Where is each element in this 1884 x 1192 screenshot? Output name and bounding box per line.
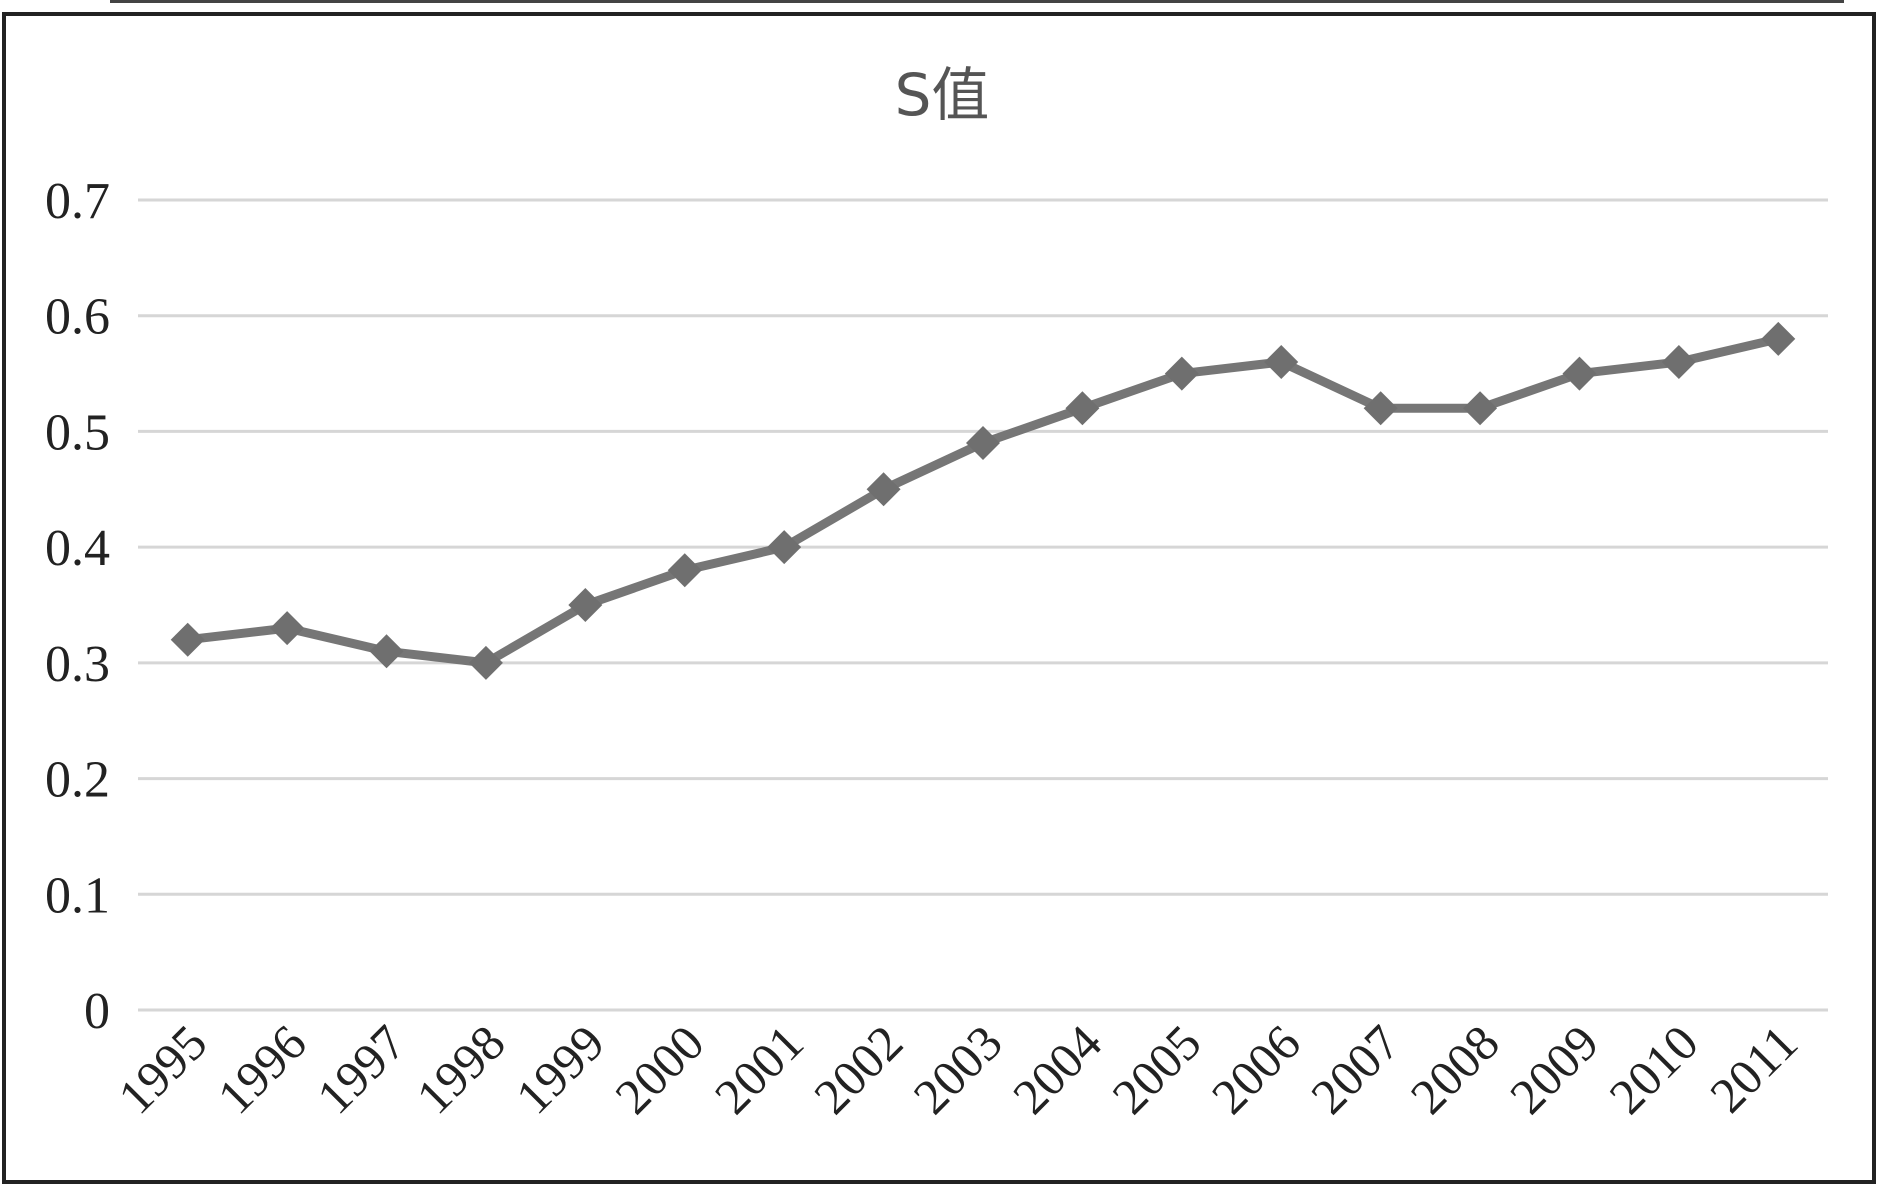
x-tick-label: 1998 [405,1014,515,1124]
data-point-2006 [1264,345,1299,379]
x-tick-label: 1996 [207,1014,317,1124]
series [170,321,1796,680]
data-point-2005 [1164,356,1199,391]
data-point-1995 [170,622,205,657]
x-tick-label: 2011 [1699,1014,1808,1123]
y-tick-label: 0.3 [45,636,110,693]
data-point-2004 [1065,391,1100,426]
y-axis-ticks: 0 0.1 0.2 0.3 0.4 0.5 0.6 0.7 [45,173,110,1040]
chart-title: S值 [895,61,990,129]
gridlines [138,198,1828,1012]
x-axis-ticks: 1995199619971998199920002001200220032004… [107,1014,1808,1124]
x-tick-label: 2005 [1101,1014,1211,1124]
top-border-rule [110,0,1844,3]
data-point-2009 [1562,356,1597,391]
data-point-2007 [1363,391,1398,426]
x-tick-label: 1997 [306,1014,416,1124]
data-point-2010 [1661,345,1696,379]
data-point-2000 [667,553,702,588]
data-point-2002 [866,472,901,507]
y-tick-label: 0.7 [45,173,110,230]
data-point-2008 [1463,391,1498,426]
data-point-2003 [966,426,1000,460]
x-tick-label: 2003 [902,1014,1012,1124]
x-tick-label: 2002 [803,1014,913,1124]
x-tick-label: 2001 [704,1014,814,1124]
chart-frame [2,12,1876,1184]
x-tick-label: 2010 [1598,1014,1708,1124]
y-tick-label: 0.4 [45,520,110,577]
series-line [187,334,1780,668]
data-point-2001 [767,530,802,565]
y-tick-label: 0.1 [45,867,110,924]
y-tick-label: 0.2 [45,752,110,809]
y-tick-label: 0 [84,983,110,1040]
x-tick-label: 1999 [505,1014,615,1124]
data-point-1998 [468,645,503,680]
x-tick-label: 2008 [1400,1014,1510,1124]
y-tick-label: 0.6 [45,289,110,346]
x-tick-label: 2004 [1002,1014,1112,1124]
x-tick-label: 1995 [107,1014,217,1124]
data-point-1999 [568,588,603,622]
x-tick-label: 2007 [1300,1014,1410,1124]
data-point-1997 [369,634,404,669]
data-point-2011 [1761,321,1796,356]
x-tick-label: 2009 [1499,1014,1609,1124]
data-point-1996 [270,611,305,646]
x-tick-label: 2006 [1201,1014,1311,1124]
y-tick-label: 0.5 [45,404,110,461]
x-tick-label: 2000 [604,1014,714,1124]
